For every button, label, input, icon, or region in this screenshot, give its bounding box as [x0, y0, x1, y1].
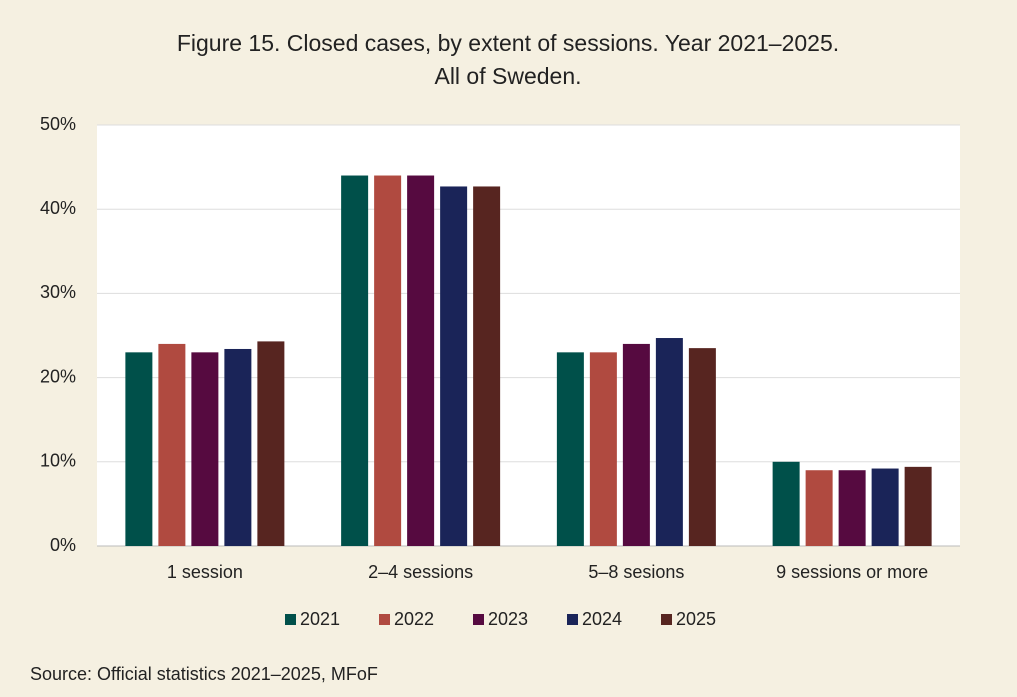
x-tick-label: 5–8 sesions: [588, 562, 684, 582]
bar: [158, 343, 186, 546]
y-tick-label: 0%: [50, 535, 76, 555]
y-tick-label: 30%: [40, 282, 76, 302]
legend-label: 2021: [300, 609, 340, 629]
y-tick-label: 40%: [40, 198, 76, 218]
legend-label: 2023: [488, 609, 528, 629]
bar: [838, 470, 866, 546]
bar: [341, 175, 369, 546]
x-tick-label: 2–4 sessions: [368, 562, 473, 582]
x-tick-label: 9 sessions or more: [776, 562, 928, 582]
bar: [655, 338, 683, 546]
bar: [772, 461, 800, 546]
y-tick-label: 10%: [40, 451, 76, 471]
legend-swatch: [285, 614, 296, 625]
bar: [407, 175, 435, 546]
legend-swatch: [473, 614, 484, 625]
bar: [125, 352, 153, 546]
source-note: Source: Official statistics 2021–2025, M…: [30, 664, 378, 684]
legend-label: 2024: [582, 609, 622, 629]
chart-title: All of Sweden.: [434, 63, 581, 89]
bar: [374, 175, 402, 546]
chart-title: Figure 15. Closed cases, by extent of se…: [177, 30, 839, 56]
bar: [191, 352, 219, 546]
bar: [805, 470, 833, 546]
bar: [589, 352, 617, 546]
bar: [224, 348, 252, 546]
bar: [688, 348, 716, 546]
bar: [904, 466, 932, 546]
bar: [473, 186, 501, 546]
y-tick-label: 20%: [40, 366, 76, 386]
bar: [440, 186, 468, 546]
bar: [622, 343, 650, 546]
x-tick-label: 1 session: [167, 562, 243, 582]
legend-label: 2025: [676, 609, 716, 629]
legend-swatch: [379, 614, 390, 625]
legend-swatch: [567, 614, 578, 625]
bar: [871, 468, 899, 546]
legend-swatch: [661, 614, 672, 625]
y-tick-label: 50%: [40, 114, 76, 134]
legend-label: 2022: [394, 609, 434, 629]
bar: [257, 341, 285, 546]
bar: [556, 352, 584, 546]
